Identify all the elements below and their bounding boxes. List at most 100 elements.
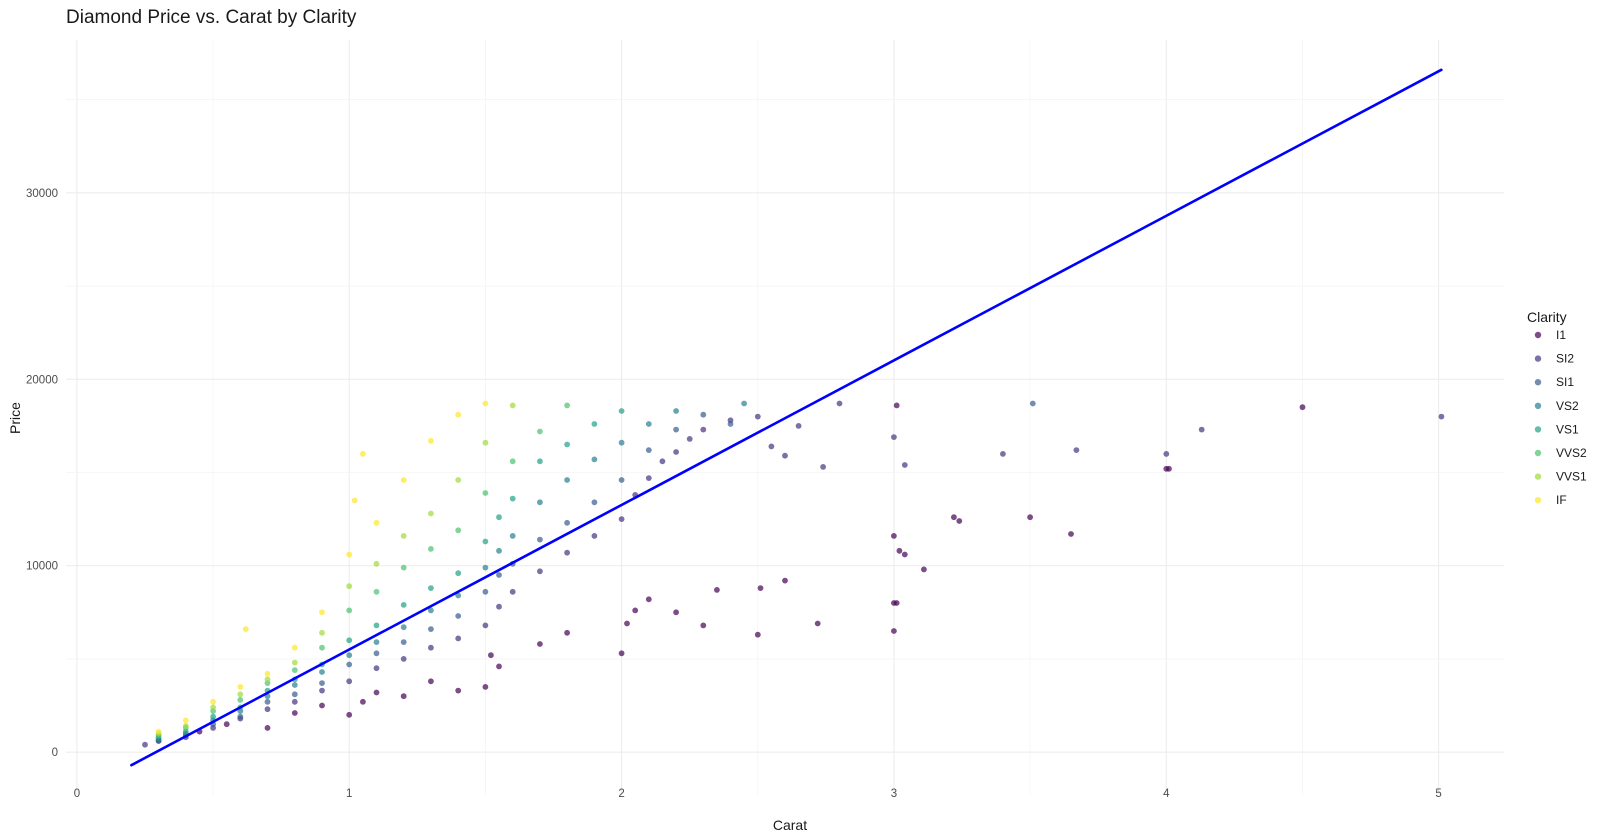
legend-label: VS2: [1556, 399, 1579, 413]
data-point: [768, 443, 775, 450]
data-point: [428, 607, 434, 614]
data-point: [618, 516, 625, 522]
chart-title: Diamond Price vs. Carat by Clarity: [66, 7, 357, 28]
data-point: [659, 458, 666, 465]
data-point: [921, 566, 927, 573]
data-point: [537, 458, 543, 465]
data-point: [237, 684, 244, 690]
data-point: [237, 713, 244, 720]
data-point: [182, 717, 189, 724]
data-points: [142, 400, 1445, 748]
legend-key: [1534, 402, 1542, 409]
y-tick-label: 10000: [26, 561, 58, 573]
data-point: [795, 423, 802, 429]
legend-key: [1534, 331, 1542, 339]
data-point: [264, 725, 271, 731]
legend-label: SI2: [1556, 352, 1574, 366]
data-point: [264, 706, 271, 713]
data-point: [455, 687, 462, 694]
data-point: [482, 439, 489, 446]
data-point: [673, 408, 679, 414]
data-point: [291, 698, 298, 705]
data-point: [291, 710, 298, 716]
legend-key: [1534, 355, 1542, 362]
data-point: [951, 514, 957, 521]
data-point: [319, 609, 325, 616]
data-point: [782, 452, 788, 459]
data-point: [509, 458, 516, 465]
data-point: [1299, 404, 1306, 411]
data-point: [537, 641, 543, 647]
data-point: [346, 652, 353, 659]
data-point: [373, 639, 380, 645]
data-point: [400, 656, 407, 662]
data-point: [400, 564, 407, 571]
data-point: [537, 536, 543, 543]
legend-label: IF: [1556, 493, 1567, 507]
legend: Clarity I1 SI2 SI1 VS2 VS1 VVS2 VVS1 IF: [1527, 309, 1587, 507]
data-point: [673, 449, 679, 455]
data-point: [210, 698, 217, 705]
data-point: [360, 698, 366, 705]
data-point: [482, 588, 489, 595]
data-point: [564, 549, 570, 556]
data-point: [319, 629, 325, 636]
data-point: [836, 400, 843, 407]
data-point: [373, 689, 380, 696]
data-point: [455, 592, 462, 599]
data-point: [237, 697, 244, 703]
data-point: [741, 400, 747, 407]
data-point: [1438, 413, 1445, 420]
data-point: [1073, 447, 1080, 453]
data-point: [496, 514, 502, 521]
data-point: [319, 687, 325, 694]
data-point: [455, 527, 462, 534]
data-point: [591, 421, 598, 427]
data-point: [891, 434, 897, 440]
data-point: [956, 518, 963, 524]
x-axis-title: Carat: [773, 817, 807, 833]
data-point: [891, 628, 897, 634]
data-point: [686, 436, 693, 442]
data-point: [624, 620, 630, 627]
data-point: [814, 620, 821, 627]
data-point: [142, 741, 148, 748]
data-point: [618, 439, 625, 446]
data-point: [496, 603, 502, 610]
data-point: [700, 426, 707, 433]
data-point: [373, 650, 380, 657]
data-point: [754, 413, 761, 420]
y-tick-label: 30000: [26, 188, 58, 200]
data-point: [564, 441, 570, 448]
legend-title: Clarity: [1527, 309, 1567, 325]
legend-label: VVS1: [1556, 470, 1587, 484]
data-point: [346, 678, 353, 685]
data-point: [428, 585, 434, 591]
data-point: [591, 456, 598, 463]
data-point: [727, 421, 734, 427]
data-point: [714, 587, 720, 593]
data-point: [373, 665, 380, 672]
data-point: [509, 402, 516, 409]
legend-key: [1534, 426, 1542, 433]
data-point: [537, 428, 543, 435]
data-point: [319, 702, 325, 709]
legend-label: SI1: [1556, 375, 1574, 389]
data-point: [455, 411, 462, 418]
data-point: [428, 510, 434, 517]
legend-key: [1534, 473, 1542, 480]
legend-key: [1534, 379, 1542, 386]
data-point: [346, 661, 353, 668]
data-point: [564, 629, 570, 636]
data-point: [564, 519, 570, 526]
y-axis-title: Price: [7, 402, 23, 434]
data-point: [496, 572, 502, 578]
data-point: [264, 676, 271, 683]
data-point: [482, 564, 489, 571]
data-point: [1198, 426, 1205, 433]
data-point: [1166, 465, 1172, 472]
x-tick-label: 0: [74, 788, 80, 800]
data-point: [645, 421, 652, 427]
data-point: [820, 464, 826, 470]
